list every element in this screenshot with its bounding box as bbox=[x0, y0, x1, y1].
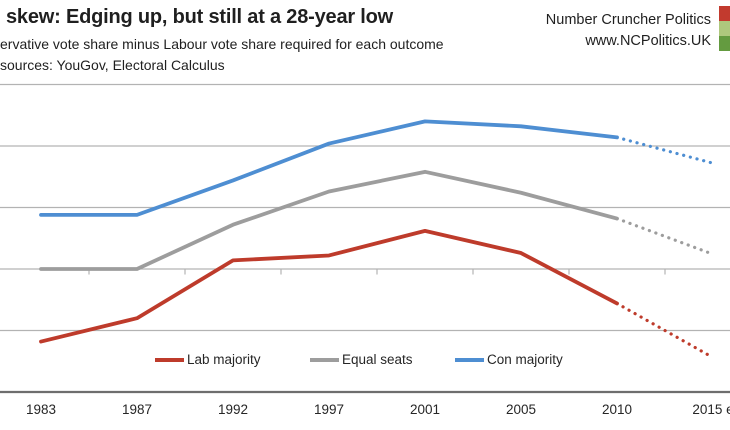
logo-color-block bbox=[719, 6, 730, 21]
chart-title: skew: Edging up, but still at a 28-year … bbox=[6, 6, 394, 28]
chart-subtitle: ervative vote share minus Labour vote sh… bbox=[0, 36, 444, 52]
legend-label: Lab majority bbox=[187, 352, 261, 367]
series-line-equal-seats bbox=[39, 169, 619, 271]
x-axis-label: 2001 bbox=[409, 402, 441, 417]
series-line-con-majority bbox=[39, 119, 619, 217]
x-axis-label: 2015 e bbox=[692, 402, 730, 417]
legend-item-con-majority: Con majority bbox=[455, 351, 563, 368]
series-forecast-dotted-lab-majority bbox=[615, 301, 715, 360]
x-axis-label: 1983 bbox=[25, 402, 57, 417]
branding-block: Number Cruncher Politics www.NCPolitics.… bbox=[546, 10, 711, 52]
x-axis-label: 1997 bbox=[313, 402, 345, 417]
x-axis-label: 2005 bbox=[505, 402, 537, 417]
ncp-logo-icon bbox=[719, 6, 730, 51]
legend-label: Equal seats bbox=[342, 352, 413, 367]
series-line-lab-majority bbox=[39, 228, 619, 344]
brand-name: Number Cruncher Politics bbox=[545, 12, 711, 28]
brand-url: www.NCPolitics.UK bbox=[585, 33, 711, 49]
legend-line-swatch bbox=[455, 357, 484, 362]
legend-item-lab-majority: Lab majority bbox=[155, 351, 261, 368]
series-forecast-dotted-equal-seats bbox=[615, 216, 715, 256]
data-sources-line: sources: YouGov, Electoral Calculus bbox=[0, 57, 225, 73]
logo-color-block bbox=[719, 21, 730, 36]
x-axis-label: 2010 bbox=[601, 402, 633, 417]
legend-item-equal-seats: Equal seats bbox=[310, 351, 413, 368]
legend-line-swatch bbox=[155, 357, 184, 362]
x-axis-label: 1987 bbox=[121, 402, 153, 417]
legend-label: Con majority bbox=[487, 352, 563, 367]
series-forecast-dotted-con-majority bbox=[615, 135, 715, 165]
legend-line-swatch bbox=[310, 357, 339, 362]
logo-color-block bbox=[719, 36, 730, 51]
x-axis-label: 1992 bbox=[217, 402, 249, 417]
